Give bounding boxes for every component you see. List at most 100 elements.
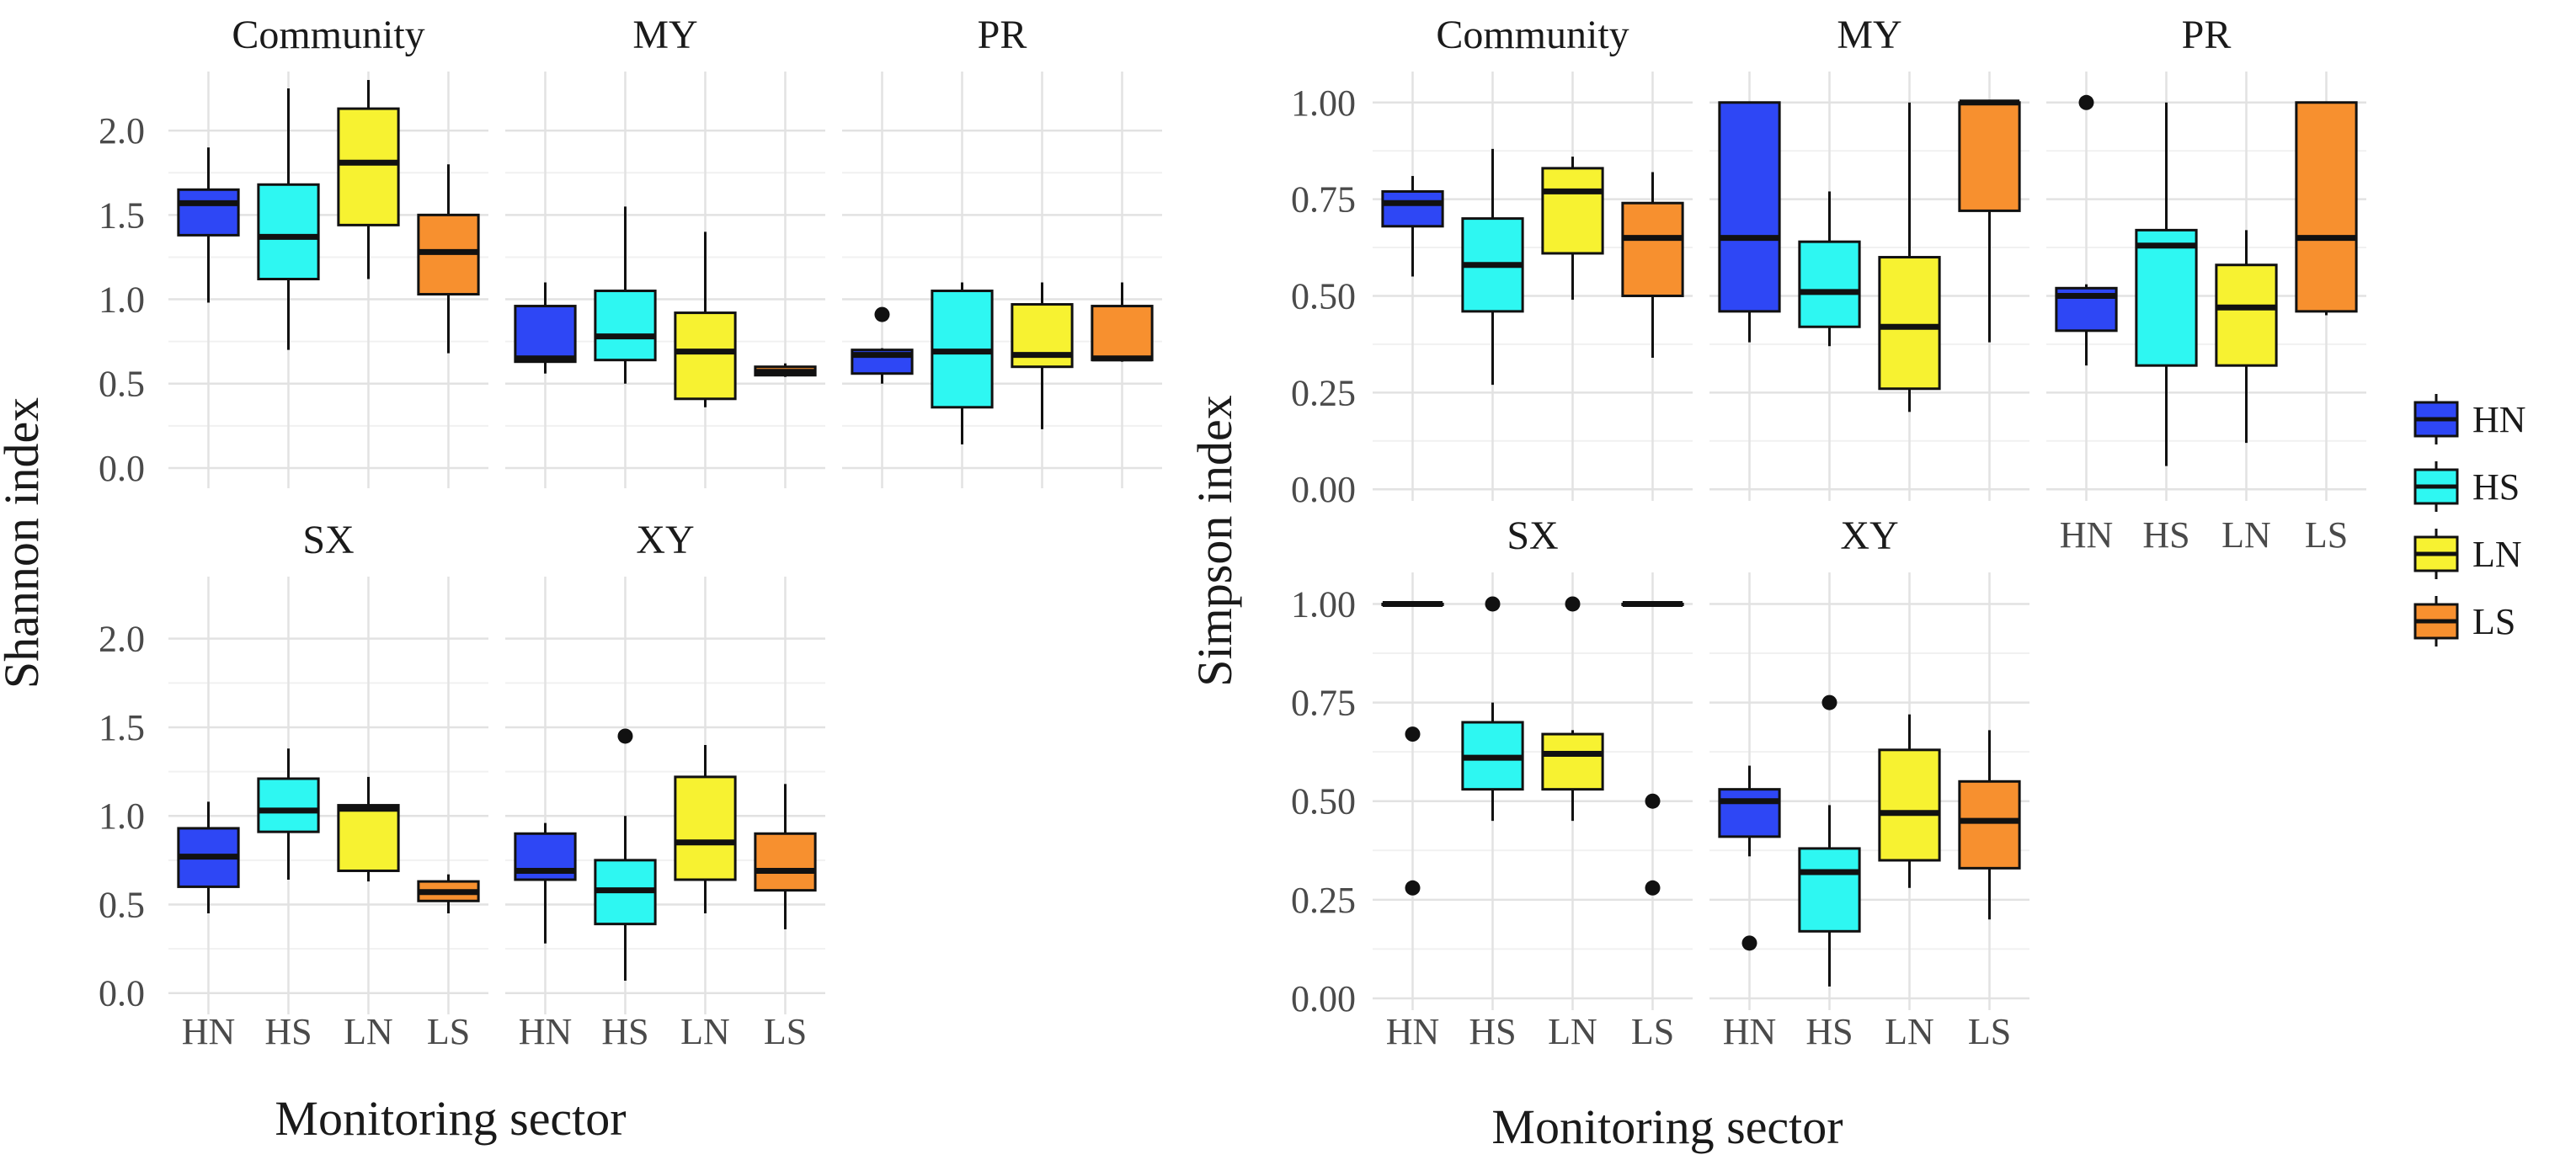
- facet-title: XY: [1840, 513, 1898, 558]
- box-ln: [2215, 230, 2278, 444]
- y-tick-label: 1.00: [1291, 583, 1356, 625]
- box-body: [257, 183, 320, 280]
- x-tick-label: LN: [344, 1011, 393, 1052]
- y-tick-label: 1.00: [1291, 82, 1356, 124]
- box-body: [1878, 748, 1941, 862]
- outlier-point: [617, 728, 633, 744]
- facet-pr: PR: [842, 13, 1162, 488]
- box-ln: [1878, 102, 1941, 412]
- box-body: [1541, 732, 1604, 791]
- box-hn: [1381, 176, 1444, 277]
- legend-label: HS: [2472, 466, 2520, 508]
- facet-xy: XY: [1709, 513, 2029, 1010]
- box-hs: [1798, 191, 1861, 347]
- y-tick-label: 1.5: [99, 194, 145, 236]
- box-body: [1718, 101, 1781, 313]
- y-tick-label: 0.00: [1291, 978, 1356, 1019]
- y-tick-label: 0.0: [99, 973, 145, 1014]
- y-tick-label: 0.50: [1291, 781, 1356, 822]
- y-tick-label: 0.0: [99, 448, 145, 489]
- facet-sx: SX: [1373, 513, 1693, 1010]
- outlier-point: [1645, 793, 1661, 809]
- x-tick-label: LN: [2221, 514, 2271, 556]
- y-tick-label: 0.75: [1291, 179, 1356, 221]
- box-body: [2295, 101, 2358, 313]
- y-tick-label: 2.0: [99, 619, 145, 660]
- box-body: [674, 311, 737, 401]
- facet-title: PR: [2182, 13, 2232, 57]
- outlier-point: [1821, 694, 1837, 710]
- box-body: [1381, 189, 1444, 228]
- y-tick-label: 0.50: [1291, 275, 1356, 317]
- facet-community: Community: [168, 13, 488, 488]
- legend-item-ls: LS: [2413, 596, 2515, 647]
- legend-label: HN: [2472, 399, 2526, 440]
- box-ls: [1621, 600, 1684, 896]
- box-body: [1878, 256, 1941, 391]
- box-hn: [1718, 765, 1781, 951]
- box-body: [2215, 263, 2278, 367]
- box-ln: [1541, 596, 1604, 822]
- box-hn: [1718, 101, 1781, 343]
- box-ln: [337, 80, 400, 279]
- box-body: [1798, 847, 1861, 933]
- box-hs: [594, 206, 657, 384]
- legend-item-hs: HS: [2413, 461, 2520, 512]
- box-ls: [417, 164, 480, 354]
- facet-my: MY: [505, 13, 825, 488]
- facet-xy: XY: [505, 518, 825, 1014]
- box-body: [2135, 228, 2198, 367]
- x-tick-label: HN: [182, 1011, 236, 1052]
- x-tick-label: HS: [264, 1011, 312, 1052]
- box-hn: [2055, 94, 2118, 366]
- y-axis-title: Shannon index: [0, 397, 49, 689]
- box-ls: [1091, 282, 1154, 362]
- outlier-point: [1405, 726, 1421, 742]
- facet-title: SX: [1507, 513, 1558, 558]
- box-ls: [417, 874, 480, 913]
- box-ln: [1011, 282, 1074, 429]
- box-body: [1958, 780, 2021, 870]
- y-tick-label: 1.0: [99, 279, 145, 321]
- x-tick-label: LS: [1968, 1011, 2011, 1052]
- y-tick-label: 0.5: [99, 364, 145, 405]
- box-hs: [257, 88, 320, 350]
- y-tick-label: 0.25: [1291, 372, 1356, 413]
- box-hn: [514, 282, 577, 374]
- box-body: [1798, 240, 1861, 328]
- box-hs: [1461, 148, 1524, 386]
- facet-title: Community: [1436, 13, 1629, 57]
- box-body: [1718, 788, 1781, 838]
- outlier-point: [1485, 596, 1501, 612]
- x-tick-label: HS: [1805, 1011, 1853, 1052]
- y-tick-label: 1.0: [99, 796, 145, 837]
- legend: HN HS LN LS: [2413, 394, 2526, 647]
- outlier-point: [1405, 880, 1421, 896]
- legend-item-hn: HN: [2413, 394, 2526, 444]
- legend-label: LS: [2472, 601, 2515, 642]
- facet-title: Community: [232, 13, 424, 57]
- outlier-point: [2078, 94, 2094, 110]
- box-ln: [337, 776, 400, 882]
- facet-title: SX: [302, 518, 354, 562]
- x-tick-label: HN: [1723, 1011, 1777, 1052]
- outlier-point: [1645, 880, 1661, 896]
- outlier-point: [1565, 596, 1581, 612]
- box-hn: [177, 801, 240, 913]
- x-tick-label: HN: [519, 1011, 573, 1052]
- facet-title: MY: [632, 13, 697, 57]
- x-tick-label: HN: [2060, 514, 2114, 556]
- x-tick-label: LN: [680, 1011, 730, 1052]
- x-tick-label: LS: [427, 1011, 470, 1052]
- box-ln: [674, 745, 737, 913]
- x-tick-label: LS: [764, 1011, 807, 1052]
- box-hs: [594, 728, 657, 981]
- legend-label: LN: [2472, 534, 2522, 575]
- box-ls: [1958, 99, 2021, 343]
- chart-2: Community MY PR SX XY 0.00 0.25 0.50 0.75 1.00 0.0…: [1187, 13, 2366, 1154]
- box-hs: [1798, 694, 1861, 987]
- outlier-point: [874, 306, 890, 322]
- box-hs: [257, 748, 320, 880]
- x-tick-label: LN: [1885, 1011, 1934, 1052]
